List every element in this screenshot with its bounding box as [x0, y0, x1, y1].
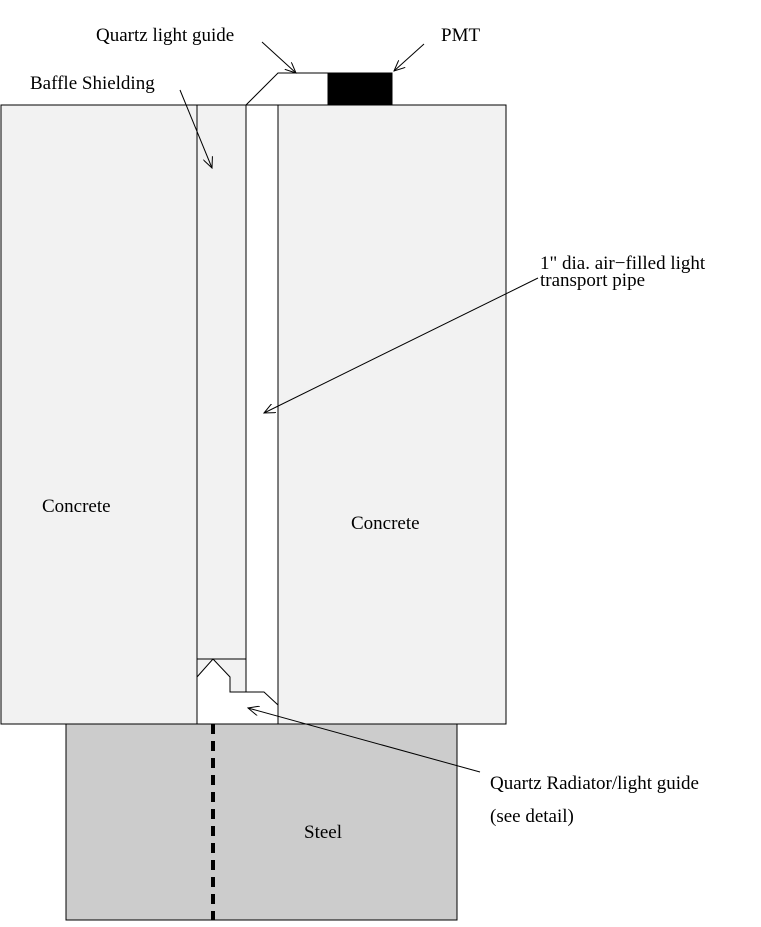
pmt-arrow [394, 43, 425, 71]
pipe-arrow [264, 277, 539, 413]
label-radiator-line1: Quartz Radiator/light guide [490, 773, 699, 794]
quartz-light-guide [244, 72, 329, 106]
label-concrete-right: Concrete [351, 513, 420, 534]
label-steel: Steel [304, 822, 342, 843]
label-baffle-shielding: Baffle Shielding [30, 73, 155, 94]
steel-block [65, 723, 458, 921]
quartz-light-guide-arrow [261, 41, 296, 73]
label-pmt: PMT [441, 25, 480, 46]
concrete-right-block [277, 104, 507, 725]
radiator-arrow [248, 708, 481, 773]
label-quartz-light-guide: Quartz light guide [96, 25, 234, 46]
label-radiator-line2: (see detail) [490, 806, 574, 827]
label-concrete-left: Concrete [42, 496, 111, 517]
label-pipe-line2: transport pipe [540, 270, 645, 291]
baffle-shielding-arrow [179, 89, 212, 168]
pmt [327, 72, 393, 106]
label-pipe-line1: 1" dia. air−filled light [540, 253, 706, 274]
baffle-shielding-column [196, 104, 247, 725]
light-transport-pipe [245, 104, 279, 725]
concrete-left-block [0, 104, 198, 725]
